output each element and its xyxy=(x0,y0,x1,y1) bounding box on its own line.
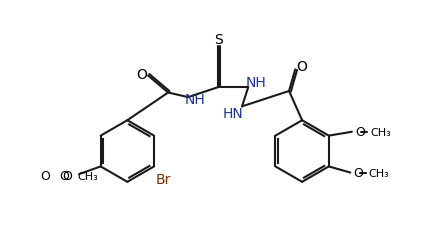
Text: Br: Br xyxy=(156,172,171,186)
Text: O: O xyxy=(59,170,69,182)
Text: CH₃: CH₃ xyxy=(78,171,98,181)
Text: O: O xyxy=(296,60,307,74)
Text: CH₃: CH₃ xyxy=(370,127,391,137)
Text: O: O xyxy=(40,170,50,182)
Text: O: O xyxy=(136,68,147,82)
Text: O: O xyxy=(355,126,365,139)
Text: NH: NH xyxy=(185,93,205,107)
Text: O: O xyxy=(62,170,72,182)
Text: CH₃: CH₃ xyxy=(369,168,390,178)
Text: NH: NH xyxy=(246,76,266,90)
Text: HN: HN xyxy=(222,106,243,120)
Text: O: O xyxy=(354,166,363,179)
Text: S: S xyxy=(214,33,223,47)
